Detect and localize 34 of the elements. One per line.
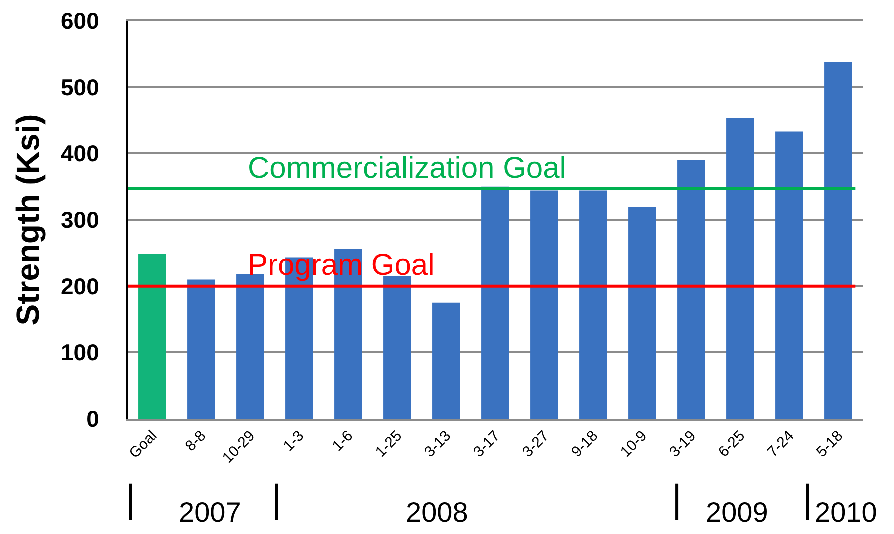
bar [824, 62, 852, 419]
y-tick-label: 500 [61, 74, 100, 100]
bar [678, 160, 706, 419]
text: 2010 [815, 497, 878, 528]
bar [628, 207, 656, 419]
bar [384, 276, 412, 419]
text: 2009 [706, 497, 768, 528]
text: 2007 [179, 497, 242, 528]
ref-line-label: Commercialization Goal [248, 152, 566, 185]
bar [726, 118, 754, 419]
x-tick-label: 1-6 [329, 428, 357, 455]
bar [188, 280, 216, 419]
y-tick-label: 0 [86, 406, 100, 432]
x-tick-label: 6-25 [715, 428, 749, 461]
x-tick-label: 1-3 [280, 428, 308, 455]
x-tick-label: 5-18 [813, 428, 847, 461]
x-tick-label: 9-18 [568, 428, 602, 461]
y-tick-label: 600 [61, 8, 100, 34]
x-tick-label: 3-19 [666, 428, 700, 461]
text: 2008 [406, 497, 468, 528]
x-tick-label: 3-13 [421, 428, 455, 461]
y-axis-title: Strength (Ksi) [10, 114, 46, 326]
y-tick-label: 300 [61, 207, 100, 234]
x-tick-label: 7-24 [764, 428, 798, 461]
bar [580, 190, 608, 419]
x-tick-label: 8-8 [182, 428, 210, 455]
bar [776, 132, 804, 419]
bar [530, 190, 558, 419]
bar [482, 186, 510, 419]
y-tick-label: 100 [61, 340, 100, 366]
y-tick-label: 400 [61, 140, 100, 167]
y-tick-label: 200 [61, 273, 100, 300]
bar [138, 254, 166, 419]
bar [432, 302, 460, 419]
